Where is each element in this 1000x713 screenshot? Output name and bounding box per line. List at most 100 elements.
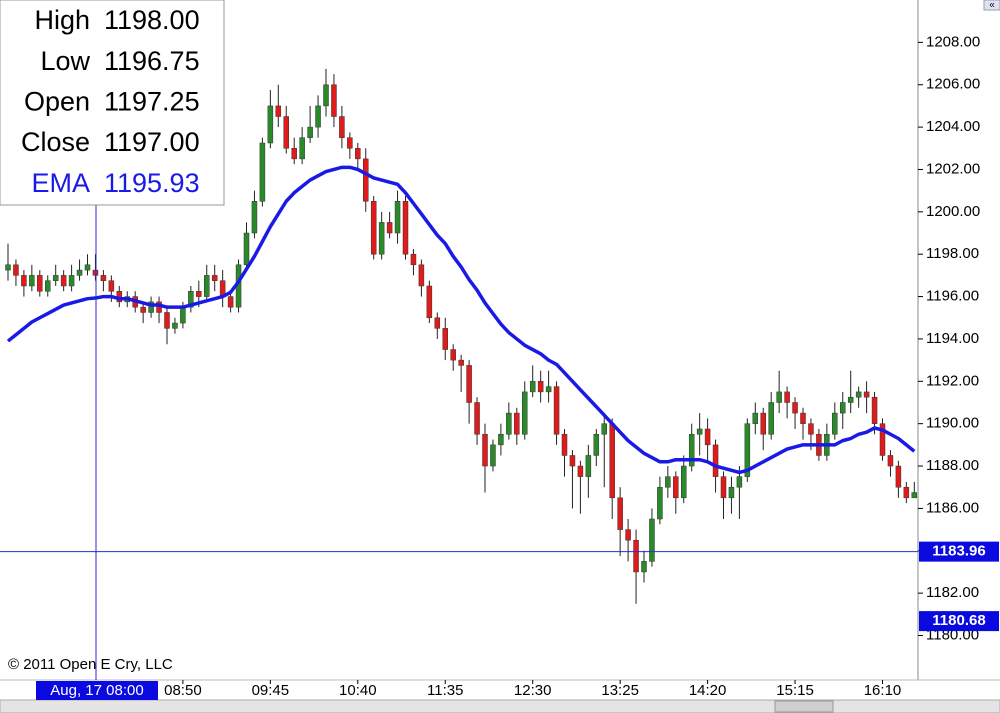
candle-body: [227, 296, 234, 308]
candle-body: [363, 158, 369, 202]
candle-body: [347, 137, 353, 149]
candle-body: [426, 285, 433, 319]
collapse-button[interactable]: [983, 0, 1000, 11]
candle-body: [92, 269, 99, 276]
candle-body: [259, 142, 266, 202]
candle-body: [331, 84, 337, 117]
candle-body: [21, 275, 27, 287]
scrollbar-thumb[interactable]: [774, 700, 834, 713]
candle-body: [601, 423, 607, 435]
x-tick-label: 10:40: [339, 682, 377, 699]
candle-body: [458, 359, 464, 366]
candle-body: [323, 84, 329, 107]
candle-body: [339, 116, 345, 138]
candle-body: [299, 137, 305, 160]
candle-body: [100, 275, 107, 281]
candle-body: [490, 444, 496, 467]
candle-body: [784, 391, 790, 403]
y-tick-label: 1202.00: [926, 160, 980, 177]
y-tick-label: 1188.00: [926, 457, 979, 474]
candle-body: [529, 381, 536, 393]
x-tick-label: 08:50: [164, 682, 202, 699]
candle-body: [712, 444, 719, 477]
candle-body: [315, 105, 321, 128]
candle-body: [832, 412, 838, 435]
candle-body: [840, 402, 846, 414]
candle-body: [211, 275, 218, 281]
scrollbar[interactable]: [0, 699, 1000, 713]
candle-body: [863, 391, 870, 398]
candle-body: [251, 200, 258, 234]
crosshair-y-box: [919, 541, 999, 562]
candle-body: [442, 328, 448, 350]
candle-body: [60, 275, 67, 287]
candle-body: [68, 275, 75, 287]
info-label: Close: [21, 127, 90, 157]
candle-body: [665, 476, 671, 488]
candle-body: [681, 465, 687, 499]
price-marker-label: 1180.68: [932, 612, 985, 629]
candle-body: [180, 306, 186, 324]
candle-body: [537, 381, 544, 393]
info-value: 1196.75: [104, 46, 200, 76]
plot-area: [5, 68, 918, 604]
candle-body: [514, 412, 520, 435]
y-tick-label: 1192.00: [926, 372, 979, 389]
y-tick-label: 1196.00: [926, 288, 979, 305]
x-tick-label: 13:25: [601, 682, 639, 699]
collapse-icon[interactable]: «: [989, 0, 995, 11]
x-tick-label: 15:15: [776, 682, 814, 699]
candle-body: [688, 434, 695, 467]
candle-body: [768, 402, 774, 435]
y-tick-label: 1194.00: [926, 330, 979, 347]
candle-body: [386, 222, 393, 234]
x-tick-label: 11:35: [427, 682, 463, 699]
candle-body: [744, 423, 751, 477]
candle-body: [37, 275, 43, 292]
info-value: 1198.00: [104, 5, 200, 35]
candle-body: [808, 423, 814, 435]
candle-body: [569, 455, 576, 467]
candle-body: [673, 476, 679, 499]
candle-body: [283, 116, 289, 149]
info-label: Open: [24, 87, 90, 117]
candle-body: [13, 264, 19, 276]
candle-body: [545, 386, 552, 393]
candle-body: [291, 148, 297, 160]
candle-body: [394, 200, 401, 234]
candle-body: [52, 275, 59, 281]
candle-body: [370, 200, 377, 255]
candle-body: [911, 492, 918, 499]
candle-body: [482, 434, 488, 467]
candle-body: [760, 412, 766, 435]
candle-body: [752, 412, 759, 424]
candle-body: [792, 402, 798, 414]
candle-body: [903, 486, 910, 499]
candle-body: [696, 428, 703, 435]
candle-body: [617, 497, 623, 530]
candle-body: [649, 518, 655, 562]
candle-body: [585, 455, 592, 477]
candle-body: [855, 391, 862, 398]
info-value: 1195.93: [104, 168, 200, 198]
candle-body: [450, 349, 456, 361]
candle-body: [887, 455, 894, 467]
candle-body: [593, 434, 600, 456]
candle-body: [76, 269, 83, 276]
y-tick-label: 1208.00: [926, 33, 980, 50]
candle-body: [418, 264, 425, 287]
candle-body: [378, 222, 385, 255]
candle-body: [553, 386, 560, 435]
candle-body: [800, 412, 806, 424]
y-tick-label: 1190.00: [926, 415, 979, 432]
candle-body: [633, 539, 639, 573]
info-label: Low: [40, 46, 90, 76]
candle-body: [657, 486, 663, 520]
candle-body: [879, 423, 886, 456]
candle-body: [704, 428, 711, 446]
candle-body: [267, 105, 274, 144]
x-tick-label: 09:45: [252, 682, 290, 699]
candle-body: [720, 476, 727, 499]
crosshair-x-label: Aug, 17 08:00: [50, 682, 143, 699]
candle-body: [45, 280, 51, 292]
